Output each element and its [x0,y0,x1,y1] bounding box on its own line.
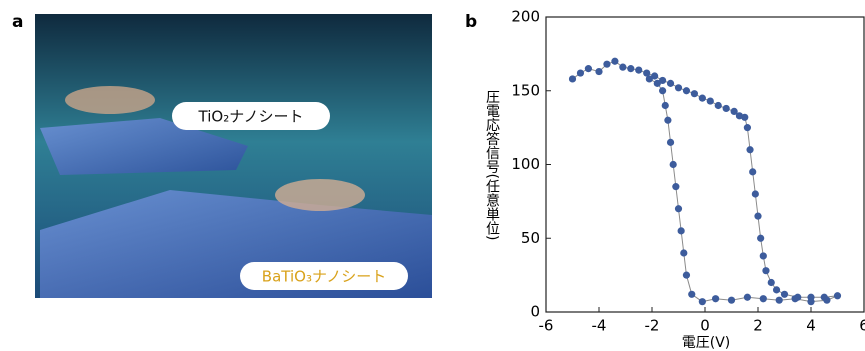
data-point [715,102,722,109]
data-point [635,67,642,74]
x-axis-label: 電圧(V) [682,335,731,351]
data-point [768,279,775,286]
data-point [807,298,814,305]
data-point [662,102,669,109]
data-point [611,58,618,65]
x-tick-label: 2 [753,317,763,335]
data-point [659,87,666,94]
data-point [760,252,767,259]
data-point [781,291,788,298]
data-point [741,114,748,121]
y-tick-label: 200 [511,8,540,26]
data-point [699,298,706,305]
data-point [675,84,682,91]
data-point [595,68,602,75]
data-point [585,65,592,72]
data-point [672,183,679,190]
data-point [834,292,841,299]
plot-frame [546,17,864,312]
data-point [762,267,769,274]
data-point [678,227,685,234]
data-point [823,297,830,304]
data-point [792,295,799,302]
data-point [749,168,756,175]
data-point [760,295,767,302]
data-point [646,75,653,82]
data-point [744,124,751,131]
y-tick-label: 50 [521,229,540,247]
data-point [712,295,719,302]
x-tick-label: 4 [806,317,816,335]
data-point [728,297,735,304]
data-point [683,87,690,94]
y-tick-label: 100 [511,155,540,173]
data-point [667,139,674,146]
data-point [667,80,674,87]
data-point [744,294,751,301]
x-tick-label: -6 [539,317,554,335]
panel-letter: a [12,12,23,32]
x-tick-label: -2 [645,317,660,335]
data-point [773,286,780,293]
data-point [683,272,690,279]
data-point [707,97,714,104]
data-point [577,69,584,76]
data-point [670,161,677,168]
x-tick-label: 6 [859,317,865,335]
data-point [627,65,634,72]
data-point [664,117,671,124]
data-point [675,205,682,212]
data-point [757,235,764,242]
data-point [746,146,753,153]
data-point [699,95,706,102]
x-tick-label: 0 [700,317,710,335]
data-point [688,291,695,298]
data-point [603,61,610,68]
figure: a TiO₂ナノシート BaTiO₃ナノシート b 圧電応答信号(任意単位) 電… [0,0,865,351]
data-point [619,64,626,71]
sheet-label: BaTiO₃ナノシート [262,268,386,286]
data-point [569,75,576,82]
panel-letter: b [465,12,477,32]
y-axis-label: 圧電応答信号(任意単位) [484,90,500,241]
data-point [654,80,661,87]
data-point [680,249,687,256]
data-point [754,213,761,220]
data-point [752,190,759,197]
y-tick-label: 150 [511,81,540,99]
data-point [691,90,698,97]
data-point [776,297,783,304]
x-tick-label: -4 [592,317,607,335]
data-point [723,105,730,112]
illustration [35,14,432,298]
sheet-label: TiO₂ナノシート [198,108,304,126]
